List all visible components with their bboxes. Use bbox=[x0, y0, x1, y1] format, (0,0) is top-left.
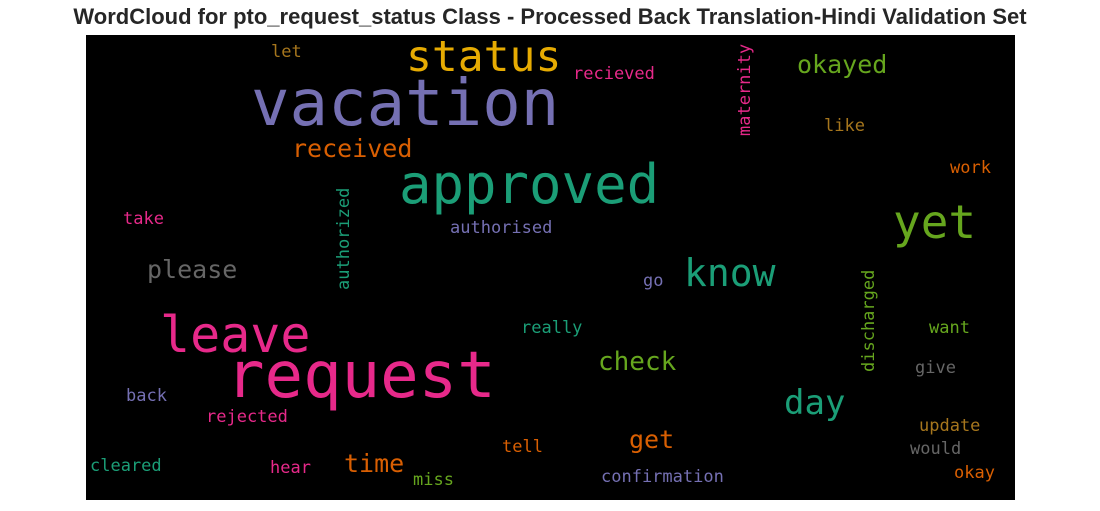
word-update: update bbox=[919, 416, 981, 436]
word-back: back bbox=[126, 386, 167, 406]
word-vacation: vacation bbox=[251, 67, 560, 141]
word-okay: okay bbox=[954, 463, 995, 483]
word-get: get bbox=[629, 425, 675, 454]
word-recieved: recieved bbox=[573, 64, 655, 84]
word-authorised: authorised bbox=[450, 218, 553, 238]
word-hear: hear bbox=[270, 458, 311, 478]
word-time: time bbox=[344, 449, 405, 478]
word-approved: approved bbox=[399, 153, 660, 216]
word-cloud: vacation request approved status leave y… bbox=[86, 35, 1015, 500]
word-know: know bbox=[684, 251, 776, 295]
word-like: like bbox=[824, 116, 865, 136]
word-let: let bbox=[271, 42, 302, 62]
word-give: give bbox=[915, 358, 956, 378]
word-okayed: okayed bbox=[797, 50, 888, 79]
word-authorized: authorized bbox=[334, 187, 354, 290]
word-received: received bbox=[292, 134, 413, 163]
word-really: really bbox=[521, 318, 583, 338]
word-please: please bbox=[147, 255, 238, 284]
page-title: WordCloud for pto_request_status Class -… bbox=[73, 4, 1027, 29]
word-cleared: cleared bbox=[90, 456, 162, 476]
word-maternity: maternity bbox=[735, 43, 755, 136]
word-miss: miss bbox=[413, 470, 454, 490]
word-request: request bbox=[226, 339, 496, 413]
word-tell: tell bbox=[502, 437, 543, 457]
word-check: check bbox=[598, 347, 677, 377]
word-discharged: discharged bbox=[859, 269, 879, 372]
word-yet: yet bbox=[893, 195, 977, 249]
word-want: want bbox=[929, 318, 970, 338]
word-go: go bbox=[643, 271, 664, 291]
word-would: would bbox=[910, 439, 962, 459]
word-leave: leave bbox=[160, 306, 311, 364]
word-status: status bbox=[406, 35, 562, 82]
word-day: day bbox=[784, 383, 846, 423]
word-confirmation: confirmation bbox=[601, 467, 724, 487]
word-work: work bbox=[950, 158, 991, 178]
word-rejected: rejected bbox=[206, 407, 288, 427]
word-take: take bbox=[123, 209, 164, 229]
